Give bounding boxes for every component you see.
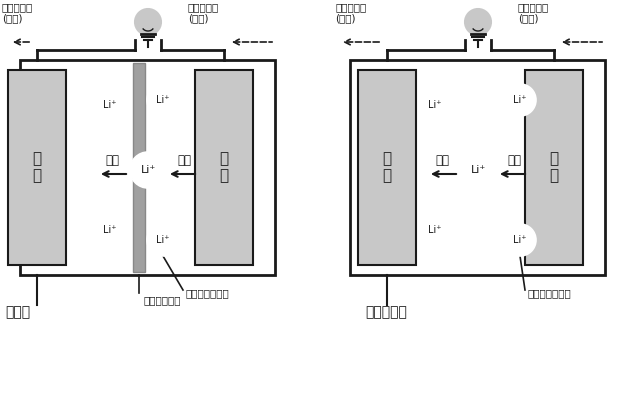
Text: セパレーター: セパレーター bbox=[143, 295, 180, 305]
Circle shape bbox=[94, 89, 126, 121]
Circle shape bbox=[147, 84, 179, 116]
Text: Li⁺: Li⁺ bbox=[103, 225, 116, 235]
Text: Li⁺: Li⁺ bbox=[156, 235, 170, 245]
Text: Li⁺: Li⁺ bbox=[140, 165, 156, 175]
Text: 正
極: 正 極 bbox=[549, 151, 559, 183]
Circle shape bbox=[504, 224, 536, 256]
Text: 電子の流れ
(充電): 電子の流れ (充電) bbox=[188, 2, 220, 24]
Text: 放電: 放電 bbox=[507, 154, 521, 166]
Bar bbox=[20, 60, 275, 275]
Text: 電子の流れ
(放電): 電子の流れ (放電) bbox=[2, 2, 33, 24]
Circle shape bbox=[504, 84, 536, 116]
Text: 負
極: 負 極 bbox=[33, 151, 42, 183]
Text: リチウムイオン: リチウムイオン bbox=[527, 288, 571, 298]
Text: 充電: 充電 bbox=[105, 154, 119, 166]
Circle shape bbox=[135, 9, 161, 35]
Circle shape bbox=[460, 152, 496, 188]
Bar bbox=[350, 60, 605, 275]
Text: 固体電解質: 固体電解質 bbox=[365, 305, 407, 319]
Text: 正
極: 正 極 bbox=[220, 151, 228, 183]
Bar bbox=[8, 70, 66, 265]
Text: 電解液: 電解液 bbox=[5, 305, 30, 319]
Text: Li⁺: Li⁺ bbox=[103, 100, 116, 110]
Circle shape bbox=[94, 214, 126, 246]
Circle shape bbox=[419, 89, 451, 121]
Text: 電子の流れ
(放電): 電子の流れ (放電) bbox=[335, 2, 366, 24]
Text: Li⁺: Li⁺ bbox=[513, 95, 527, 105]
Bar bbox=[195, 70, 253, 265]
Text: 放電: 放電 bbox=[177, 154, 191, 166]
Bar bbox=[133, 63, 145, 272]
Circle shape bbox=[465, 9, 491, 35]
Circle shape bbox=[130, 152, 166, 188]
Text: Li⁺: Li⁺ bbox=[513, 235, 527, 245]
Text: 負
極: 負 極 bbox=[383, 151, 392, 183]
Text: Li⁺: Li⁺ bbox=[470, 165, 486, 175]
Text: Li⁺: Li⁺ bbox=[428, 225, 442, 235]
Bar bbox=[358, 70, 416, 265]
Circle shape bbox=[147, 224, 179, 256]
Bar bbox=[525, 70, 583, 265]
Text: Li⁺: Li⁺ bbox=[428, 100, 442, 110]
Text: 電子の流れ
(充電): 電子の流れ (充電) bbox=[518, 2, 549, 24]
Text: リチウムイオン: リチウムイオン bbox=[185, 288, 228, 298]
Circle shape bbox=[419, 214, 451, 246]
Text: Li⁺: Li⁺ bbox=[156, 95, 170, 105]
Text: 充電: 充電 bbox=[435, 154, 449, 166]
